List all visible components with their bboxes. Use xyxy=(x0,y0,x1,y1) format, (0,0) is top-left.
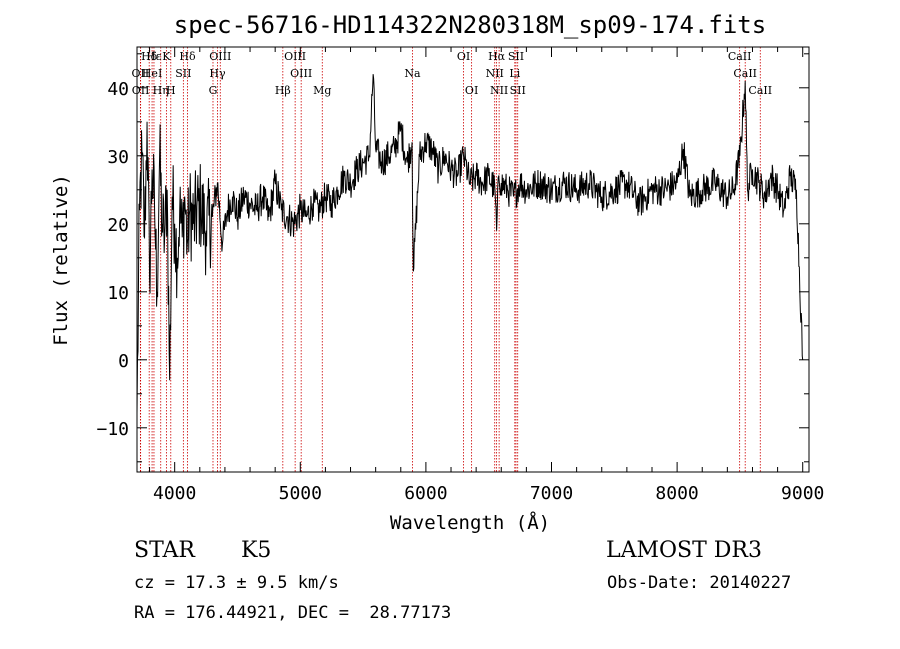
line-label-16: Mg xyxy=(313,84,331,97)
line-label-14: OIII xyxy=(284,50,306,63)
line-label-5: Hη xyxy=(153,84,169,97)
line-label-19: OI xyxy=(465,84,478,97)
line-label-11: Hγ xyxy=(209,67,226,80)
line-label-15: OIII xyxy=(290,67,312,80)
redshift-cz: cz = 17.3 ± 9.5 km/s xyxy=(134,573,339,593)
plot-frame xyxy=(136,46,810,473)
y-axis-label: Flux (relative) xyxy=(50,174,72,346)
object-subclass: K5 xyxy=(241,538,272,563)
line-label-1: OII xyxy=(132,67,150,80)
line-label-22: NII xyxy=(490,84,508,97)
y-tick-label: −10 xyxy=(96,419,129,440)
y-tick-label: 30 xyxy=(107,147,129,168)
line-label-3: Hε xyxy=(146,50,162,63)
line-label-23: SII xyxy=(508,50,524,63)
observation-date: Obs-Date: 20140227 xyxy=(607,573,792,593)
y-tick-label: 0 xyxy=(118,351,129,372)
x-tick-label: 4000 xyxy=(153,483,196,504)
line-label-28: CaII xyxy=(748,84,772,97)
line-label-13: Hβ xyxy=(275,84,291,97)
line-label-10: OIII xyxy=(209,50,231,63)
ra-dec-coordinates: RA = 176.44921, DEC = 28.77173 xyxy=(134,603,452,623)
line-label-24: Li xyxy=(509,67,520,80)
y-tick-label: 10 xyxy=(107,283,129,304)
y-tick-label: 40 xyxy=(107,79,129,100)
line-label-17: Na xyxy=(404,67,421,80)
line-label-6: K xyxy=(162,50,171,63)
x-tick-label: 8000 xyxy=(655,483,698,504)
line-label-26: CaII xyxy=(728,50,752,63)
spectrum-line xyxy=(136,74,804,415)
x-tick-label: 5000 xyxy=(279,483,322,504)
chart-title: spec-56716-HD114322N280318M_sp09-174.fit… xyxy=(174,11,766,39)
x-tick-label: 6000 xyxy=(404,483,447,504)
line-label-7: SII xyxy=(175,67,191,80)
object-class: STAR xyxy=(134,538,195,563)
line-label-20: Hα xyxy=(488,50,506,63)
line-label-8: H xyxy=(166,84,176,97)
line-label-0: Hδ xyxy=(141,50,158,63)
x-tick-label: 7000 xyxy=(530,483,573,504)
line-label-4: HeI xyxy=(142,67,162,80)
line-label-27: CaII xyxy=(733,67,757,80)
axis-ticks: 4000 5000 6000 7000 8000 9000 −10 0 10 20 30 40 xyxy=(96,47,824,504)
line-label-12: G xyxy=(209,84,218,97)
line-label-21: NII xyxy=(486,67,504,80)
line-label-25: SII xyxy=(510,84,526,97)
line-label-9: Hδ xyxy=(179,50,196,63)
line-markers xyxy=(139,47,761,472)
line-label-2: OII xyxy=(132,84,150,97)
line-label-18: OI xyxy=(457,50,470,63)
x-tick-label: 9000 xyxy=(781,483,824,504)
spectrum-series xyxy=(136,74,804,415)
survey-name: LAMOST DR3 xyxy=(606,538,762,563)
x-axis-label: Wavelength (Å) xyxy=(390,511,550,534)
y-tick-label: 20 xyxy=(107,215,129,236)
